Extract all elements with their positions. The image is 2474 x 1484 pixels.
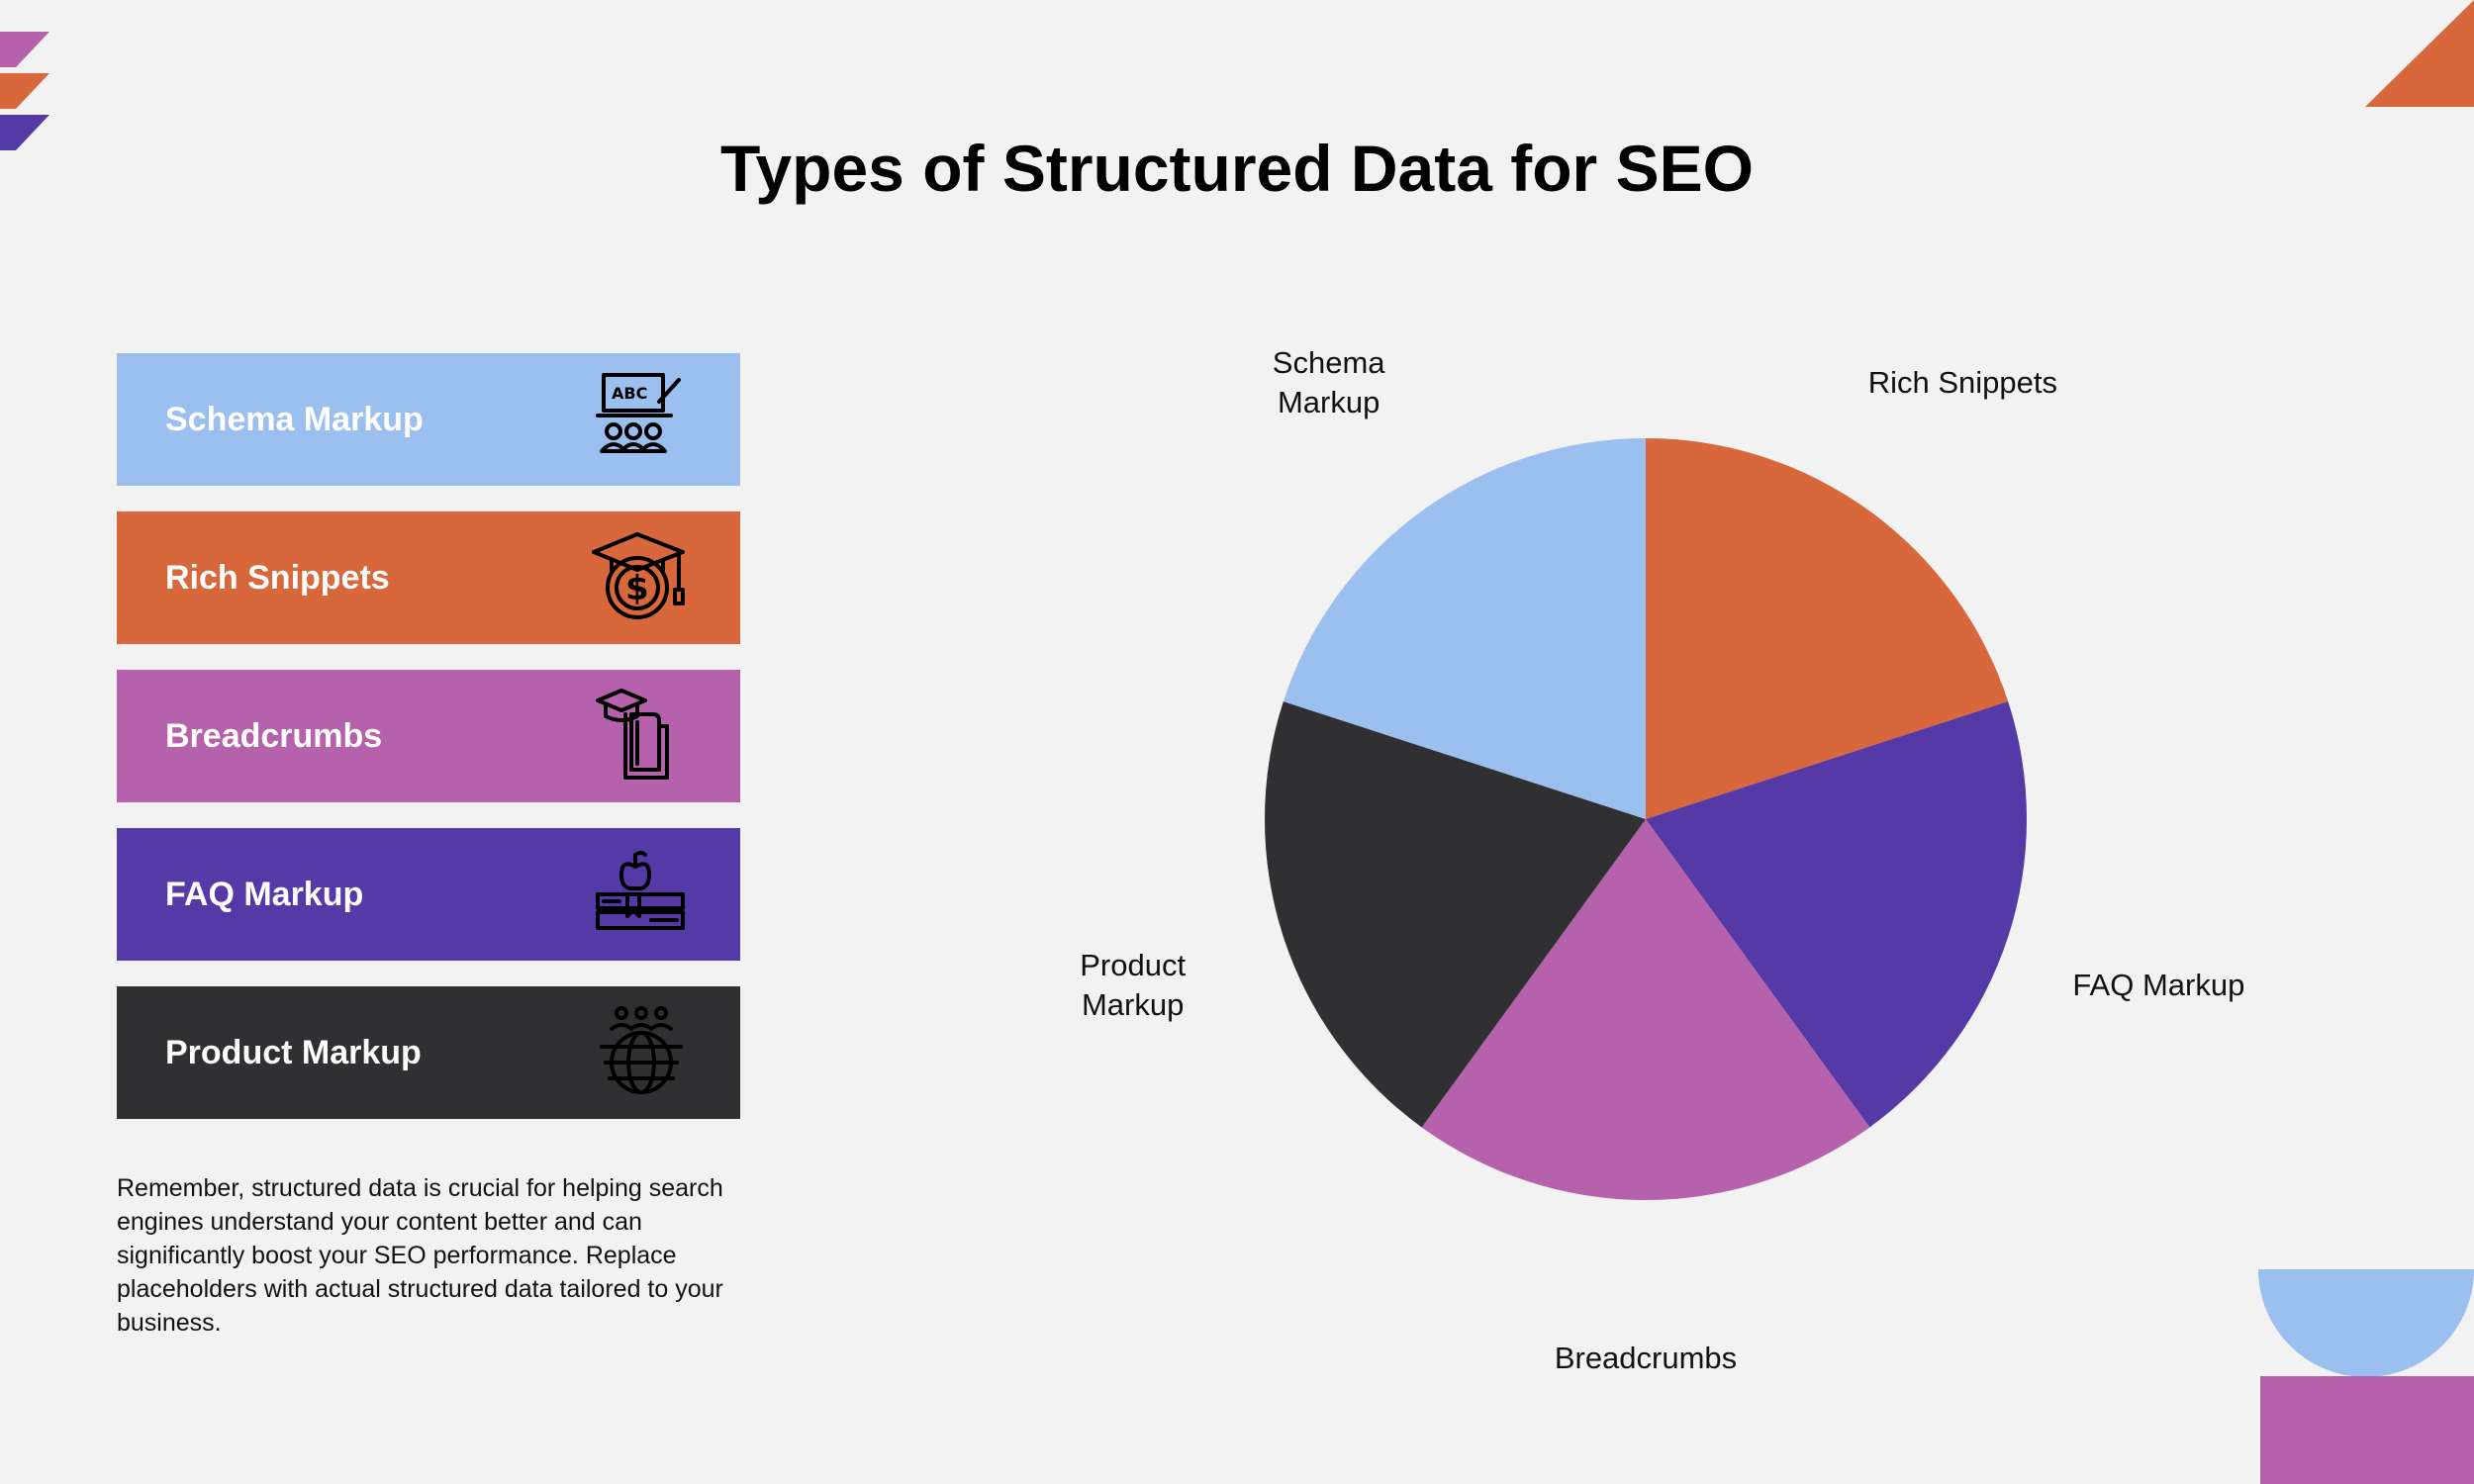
square-decoration xyxy=(2260,1376,2474,1484)
legend-label: FAQ Markup xyxy=(165,876,364,913)
legend-label: Schema Markup xyxy=(165,401,424,438)
pie-slice-rich-snippets xyxy=(1646,438,2009,819)
books-apple-icon xyxy=(596,851,685,930)
pie-label-rich-snippets: Rich Snippets xyxy=(1867,365,2057,401)
pie-slice-faq-markup xyxy=(1646,701,2028,1128)
pie-slice-product-markup xyxy=(1264,701,1646,1128)
pie-slice-schema-markup xyxy=(1283,438,1646,819)
pie-label-breadcrumbs: Breadcrumbs xyxy=(1554,1341,1738,1375)
legend-label: Product Markup xyxy=(165,1034,422,1071)
page-title: Types of Structured Data for SEO xyxy=(720,132,1754,205)
pie-label-product-markup: Product Markup xyxy=(1080,948,1187,1023)
corner-triangle-decoration xyxy=(2365,0,2474,107)
pie-label-faq-markup: FAQ Markup xyxy=(2072,968,2245,1003)
graduation-book-icon xyxy=(596,689,669,780)
corner-stripes-decoration xyxy=(0,32,49,150)
legend-item-product-markup: Product Markup xyxy=(117,986,740,1119)
legend-item-faq-markup: FAQ Markup xyxy=(117,828,740,961)
legend-item-rich-snippets: Rich Snippets $ xyxy=(117,511,740,644)
presentation-abc-icon: ABC xyxy=(596,373,681,453)
legend-item-schema-markup: Schema Markup ABC xyxy=(117,353,740,486)
half-circle-decoration xyxy=(2258,1269,2474,1377)
pie-label-schema-markup: Schema Markup xyxy=(1272,345,1385,420)
svg-text:$: $ xyxy=(625,569,649,608)
footnote-text: Remember, structured data is crucial for… xyxy=(117,1174,723,1337)
global-people-icon xyxy=(600,1006,683,1094)
legend-label: Rich Snippets xyxy=(165,559,390,597)
legend-item-breadcrumbs: Breadcrumbs xyxy=(117,670,740,802)
svg-text:ABC: ABC xyxy=(612,384,647,403)
graduation-cap-dollar-icon: $ xyxy=(592,532,685,619)
pie-slice-breadcrumbs xyxy=(1421,819,1870,1201)
legend-label: Breadcrumbs xyxy=(165,717,383,755)
